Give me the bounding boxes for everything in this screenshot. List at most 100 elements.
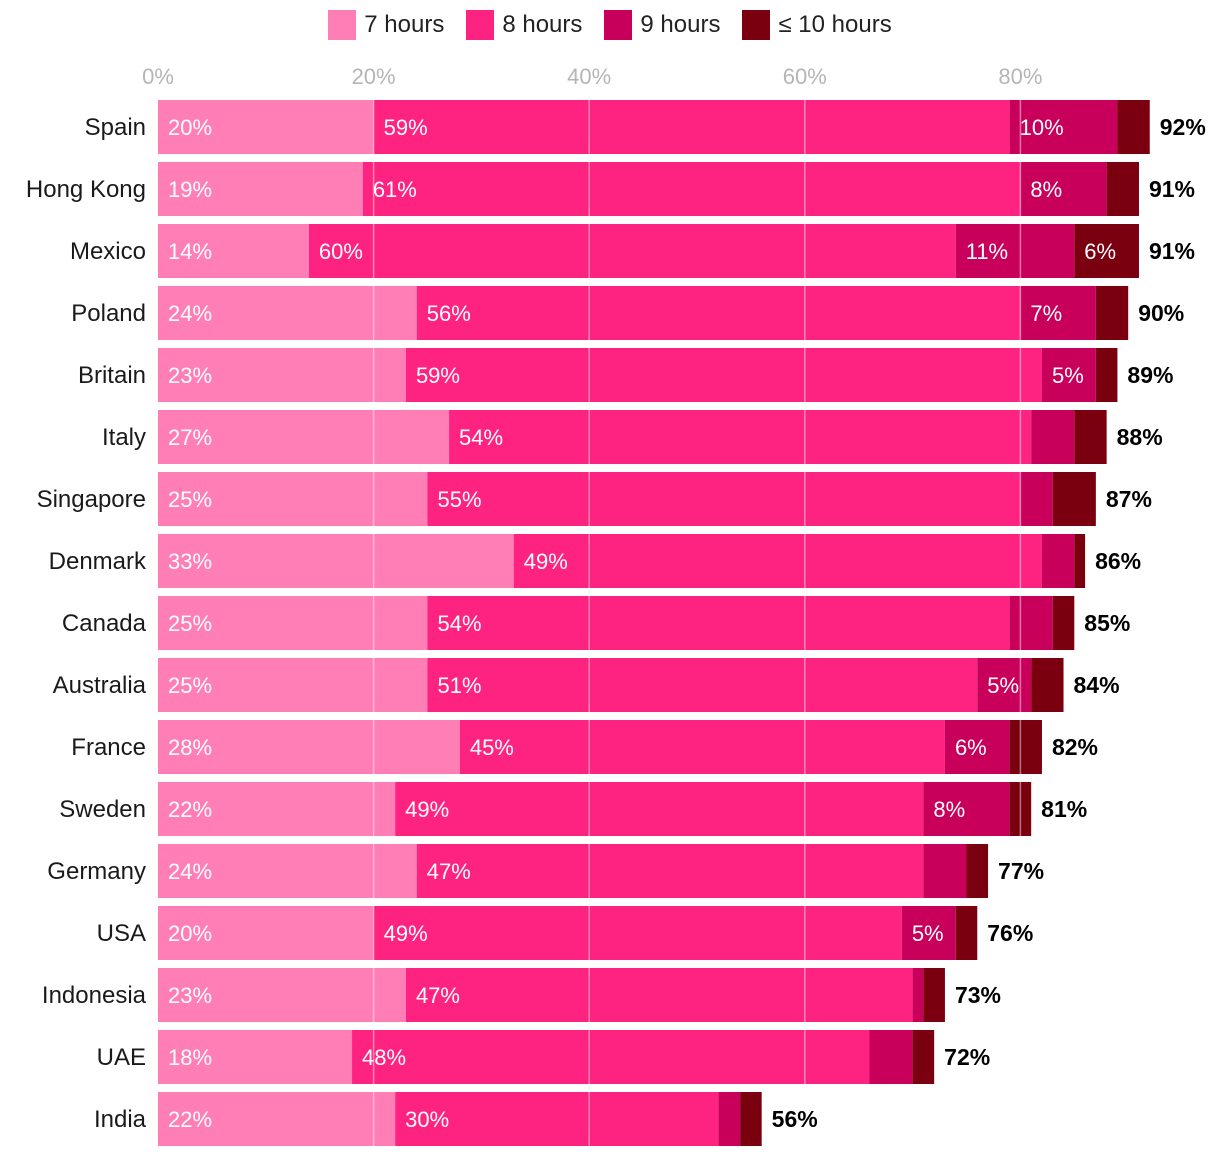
total-label: 92% bbox=[1160, 114, 1206, 140]
data-label: 25% bbox=[168, 611, 212, 636]
bar-segment bbox=[449, 410, 1032, 464]
data-label: 60% bbox=[319, 239, 363, 264]
bar-segment bbox=[1041, 348, 1096, 402]
data-label: 49% bbox=[405, 797, 449, 822]
x-tick-label: 40% bbox=[567, 64, 611, 89]
bar-segment bbox=[718, 1092, 741, 1146]
category-label: France bbox=[71, 734, 146, 761]
data-label: 24% bbox=[168, 301, 212, 326]
data-label: 56% bbox=[427, 301, 471, 326]
bar-segment bbox=[373, 100, 1010, 154]
bars bbox=[158, 100, 1150, 1146]
data-label: 59% bbox=[384, 115, 428, 140]
data-label: 59% bbox=[416, 363, 460, 388]
legend-swatch bbox=[742, 10, 771, 40]
category-label: Britain bbox=[78, 362, 146, 389]
bar-segment bbox=[955, 906, 978, 960]
data-label: 51% bbox=[438, 673, 482, 698]
x-tick-label: 0% bbox=[142, 64, 174, 89]
data-label: 28% bbox=[168, 735, 212, 760]
total-label: 91% bbox=[1149, 238, 1195, 264]
legend-swatch bbox=[328, 10, 357, 40]
category-label: India bbox=[94, 1106, 147, 1133]
data-label: 61% bbox=[373, 177, 417, 202]
legend-item: 8 hours bbox=[466, 10, 582, 40]
total-label: 73% bbox=[955, 982, 1001, 1008]
legend-label: 7 hours bbox=[364, 11, 445, 38]
bar-segment bbox=[373, 906, 902, 960]
legend-label: 9 hours bbox=[640, 11, 721, 38]
data-label: 22% bbox=[168, 797, 212, 822]
data-label: 8% bbox=[933, 797, 965, 822]
data-label: 33% bbox=[168, 549, 212, 574]
data-label: 6% bbox=[955, 735, 987, 760]
data-label: 5% bbox=[912, 921, 944, 946]
bar-segment bbox=[158, 162, 363, 216]
bar-segment bbox=[158, 658, 428, 712]
data-label: 5% bbox=[987, 673, 1019, 698]
legend-swatch bbox=[466, 10, 495, 40]
total-label: 86% bbox=[1095, 548, 1141, 574]
data-label: 55% bbox=[438, 487, 482, 512]
bar-segment bbox=[869, 1030, 913, 1084]
legend: 7 hours 8 hours 9 hours ≤ 10 hours bbox=[0, 10, 1220, 40]
bar-segment bbox=[1009, 596, 1053, 650]
data-label: 49% bbox=[524, 549, 568, 574]
bar-segment bbox=[362, 162, 1021, 216]
total-label: 56% bbox=[772, 1106, 818, 1132]
total-label: 91% bbox=[1149, 176, 1195, 202]
total-label: 88% bbox=[1117, 424, 1163, 450]
bar-segment bbox=[427, 596, 1010, 650]
total-label: 76% bbox=[987, 920, 1033, 946]
bar-segment bbox=[1106, 162, 1139, 216]
bar-segment bbox=[459, 720, 945, 774]
legend-item: 7 hours bbox=[328, 10, 444, 40]
data-label: 6% bbox=[1084, 239, 1116, 264]
category-label: USA bbox=[97, 920, 146, 947]
bar-segment bbox=[158, 720, 460, 774]
category-label: Canada bbox=[62, 610, 147, 637]
bar-segment bbox=[1074, 534, 1086, 588]
data-label: 27% bbox=[168, 425, 212, 450]
total-label: 89% bbox=[1127, 362, 1173, 388]
bar-segment bbox=[416, 844, 924, 898]
bar-segment bbox=[158, 348, 406, 402]
bar-segment bbox=[427, 472, 1021, 526]
bar-segment bbox=[1095, 348, 1118, 402]
total-label: 72% bbox=[944, 1044, 990, 1070]
bar-segment bbox=[158, 596, 428, 650]
data-label: 25% bbox=[168, 487, 212, 512]
data-label: 25% bbox=[168, 673, 212, 698]
data-label: 22% bbox=[168, 1107, 212, 1132]
bar-segment bbox=[1020, 286, 1096, 340]
x-tick-label: 60% bbox=[783, 64, 827, 89]
bar-segment bbox=[1074, 410, 1107, 464]
total-label: 90% bbox=[1138, 300, 1184, 326]
bar-segment bbox=[1052, 596, 1075, 650]
bar-segment bbox=[955, 224, 1075, 278]
category-label: Germany bbox=[47, 858, 146, 885]
total-label: 84% bbox=[1074, 672, 1120, 698]
bar-segment bbox=[395, 1092, 719, 1146]
data-label: 23% bbox=[168, 983, 212, 1008]
data-label: 30% bbox=[405, 1107, 449, 1132]
bar-segment bbox=[1095, 286, 1129, 340]
data-label: 45% bbox=[470, 735, 514, 760]
bar-segment bbox=[427, 658, 978, 712]
bar-segment bbox=[308, 224, 956, 278]
bar-segment bbox=[405, 348, 1042, 402]
bar-segment bbox=[513, 534, 1042, 588]
bar-segment bbox=[1020, 472, 1053, 526]
bar-segment bbox=[966, 844, 989, 898]
bar-segment bbox=[416, 286, 1021, 340]
data-label: 11% bbox=[966, 239, 1008, 264]
bar-segment bbox=[158, 410, 450, 464]
category-label: Singapore bbox=[37, 486, 146, 513]
bar-segment bbox=[1020, 162, 1107, 216]
data-label: 24% bbox=[168, 859, 212, 884]
data-label: 10% bbox=[1020, 115, 1064, 140]
bar-segment bbox=[901, 906, 956, 960]
data-label: 7% bbox=[1030, 301, 1062, 326]
category-label: Hong Kong bbox=[26, 176, 146, 203]
bar-segment bbox=[158, 534, 514, 588]
